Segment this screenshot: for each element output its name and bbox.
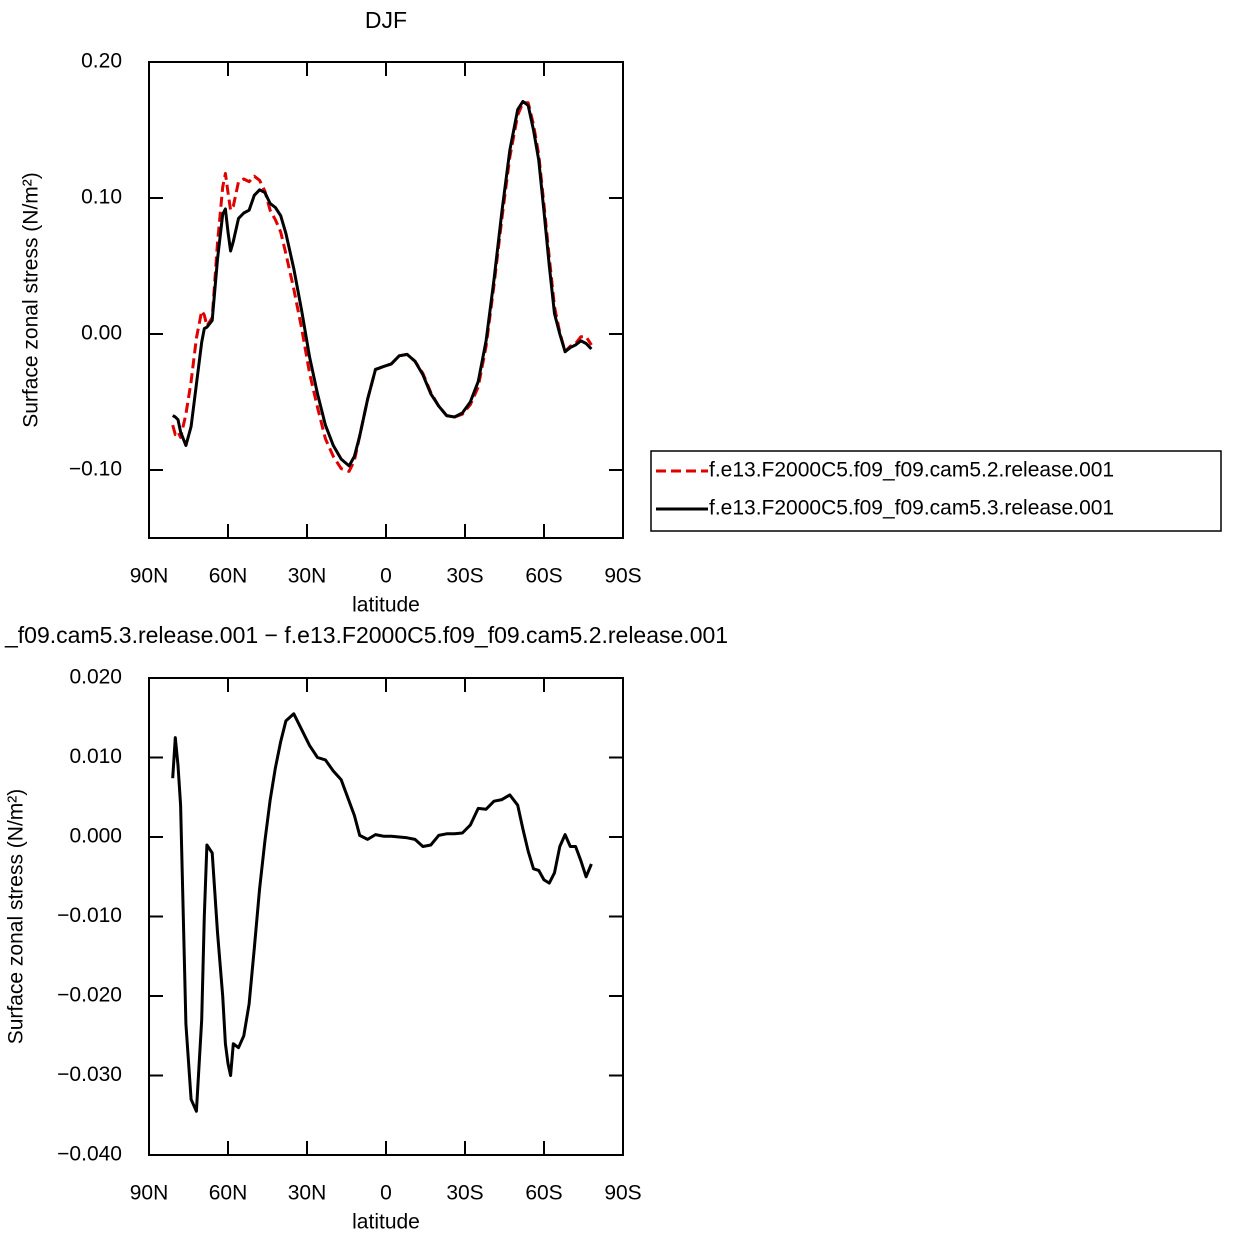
- x-tick-label: 60N: [209, 1182, 248, 1205]
- x-tick-label: 30N: [288, 1182, 327, 1205]
- x-tick-label: 30S: [446, 565, 483, 588]
- chart-title: _f09.cam5.3.release.001 − f.e13.F2000C5.…: [4, 622, 728, 648]
- y-tick-label: −0.10: [69, 458, 122, 481]
- x-tick-label: 90S: [604, 565, 641, 588]
- x-tick-label: 30N: [288, 565, 327, 588]
- plot-frame: [148, 61, 624, 539]
- y-tick-label: −0.020: [57, 984, 122, 1007]
- x-tick-label: 90N: [130, 1182, 169, 1205]
- x-tick-label: 60N: [209, 565, 248, 588]
- chart-title: DJF: [365, 7, 407, 33]
- plot-frame: [148, 677, 624, 1156]
- legend-label: f.e13.F2000C5.f09_f09.cam5.2.release.001: [709, 459, 1114, 482]
- y-tick-label: 0.020: [69, 666, 122, 689]
- x-tick-label: 0: [380, 1182, 392, 1205]
- x-tick-label: 30S: [446, 1182, 483, 1205]
- y-tick-label: 0.20: [81, 50, 122, 73]
- x-axis-label: latitude: [352, 1211, 420, 1234]
- x-tick-label: 60S: [525, 565, 562, 588]
- y-axis-label: Surface zonal stress (N/m²): [20, 172, 43, 428]
- x-axis-label: latitude: [352, 594, 420, 617]
- legend-label: f.e13.F2000C5.f09_f09.cam5.3.release.001: [709, 497, 1114, 520]
- x-tick-label: 0: [380, 565, 392, 588]
- y-tick-label: 0.010: [69, 745, 122, 768]
- data-line: [171, 712, 593, 1113]
- x-tick-label: 90N: [130, 565, 169, 588]
- y-tick-label: 0.10: [81, 186, 122, 209]
- y-tick-label: 0.000: [69, 825, 122, 848]
- y-tick-label: −0.010: [57, 904, 122, 927]
- y-tick-label: −0.040: [57, 1143, 122, 1166]
- legend-box: [650, 450, 1222, 532]
- x-tick-label: 60S: [525, 1182, 562, 1205]
- data-line: [171, 99, 593, 468]
- data-line: [171, 101, 593, 473]
- y-tick-label: −0.030: [57, 1063, 122, 1086]
- y-axis-label: Surface zonal stress (N/m²): [5, 789, 28, 1045]
- x-tick-label: 90S: [604, 1182, 641, 1205]
- y-tick-label: 0.00: [81, 322, 122, 345]
